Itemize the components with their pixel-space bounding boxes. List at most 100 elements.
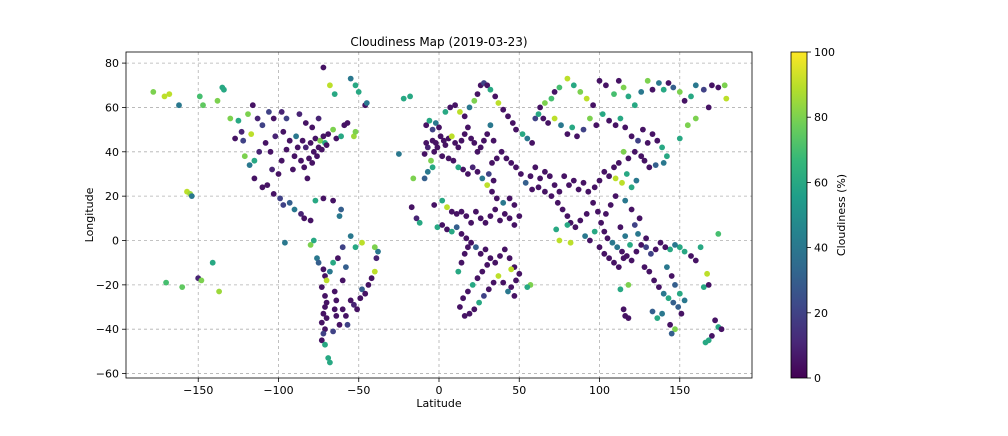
scatter-point — [428, 157, 434, 164]
scatter-point — [238, 128, 245, 135]
scatter-point — [371, 268, 378, 275]
scatter-point — [631, 148, 638, 155]
scatter-point — [463, 213, 470, 220]
scatter-point — [429, 126, 436, 133]
scatter-point — [537, 104, 543, 111]
scatter-point — [651, 277, 657, 284]
scatter-point — [325, 131, 332, 138]
scatter-point — [209, 259, 216, 266]
scatter-point — [585, 188, 592, 195]
y-tick-label: −20 — [96, 279, 119, 292]
scatter-point — [635, 231, 641, 237]
scatter-point — [331, 306, 338, 313]
scatter-point — [333, 135, 340, 142]
scatter-point — [676, 89, 683, 95]
scatter-point — [351, 301, 357, 308]
scatter-point — [355, 89, 362, 95]
scatter-point — [569, 124, 576, 131]
scatter-point — [320, 266, 327, 273]
scatter-point — [644, 77, 651, 84]
scatter-point — [339, 244, 346, 251]
scatter-point — [668, 330, 675, 337]
scatter-point — [522, 179, 529, 186]
scatter-point — [545, 120, 551, 126]
scatter-point — [330, 126, 336, 133]
y-tick-label: −40 — [96, 323, 119, 336]
scatter-point — [477, 250, 484, 257]
scatter-point — [320, 330, 327, 337]
scatter-point — [649, 308, 656, 315]
scatter-point — [489, 188, 495, 195]
scatter-point — [511, 222, 518, 228]
scatter-point — [659, 310, 665, 317]
scatter-point — [344, 321, 351, 328]
scatter-point — [343, 313, 349, 319]
scatter-point — [325, 355, 332, 361]
scatter-point — [188, 193, 195, 200]
scatter-point — [700, 284, 707, 290]
scatter-point — [487, 86, 494, 93]
scatter-point — [323, 299, 330, 306]
scatter-point — [455, 144, 462, 151]
scatter-point — [620, 306, 627, 313]
scatter-point — [603, 211, 609, 217]
scatter-point — [331, 91, 338, 97]
scatter-point — [471, 140, 478, 146]
y-tick-label: 40 — [105, 146, 119, 159]
scatter-point — [362, 290, 369, 297]
scatter-point — [196, 93, 203, 100]
colorbar-tick-label: 40 — [814, 242, 828, 255]
scatter-point — [455, 268, 462, 275]
scatter-point — [548, 95, 555, 102]
scatter-point — [612, 193, 619, 200]
scatter-point — [468, 219, 474, 226]
scatter-point — [322, 273, 328, 279]
scatter-point — [705, 282, 712, 288]
scatter-point — [619, 179, 625, 186]
scatter-point — [309, 124, 316, 131]
scatter-point — [338, 206, 344, 213]
scatter-point — [408, 204, 415, 211]
scatter-point — [657, 239, 664, 246]
scatter-point — [442, 109, 449, 115]
scatter-point — [638, 242, 645, 248]
scatter-point — [256, 148, 263, 155]
scatter-point — [649, 131, 656, 138]
scatter-point — [474, 91, 481, 97]
scatter-point — [493, 195, 500, 202]
scatter-point — [587, 237, 593, 244]
scatter-point — [322, 341, 328, 348]
y-tick-label: 20 — [105, 190, 119, 203]
scatter-point — [681, 248, 688, 255]
scatter-point — [660, 160, 667, 166]
scatter-point — [497, 217, 503, 224]
scatter-point — [627, 242, 633, 248]
scatter-point — [200, 102, 206, 109]
scatter-point — [497, 253, 503, 259]
scatter-point — [278, 157, 285, 164]
scatter-point — [672, 282, 678, 288]
scatter-point — [567, 239, 574, 246]
scatter-point — [436, 124, 442, 131]
scatter-point — [327, 82, 333, 89]
scatter-point — [471, 306, 478, 313]
scatter-point — [590, 199, 596, 206]
scatter-point — [359, 286, 365, 293]
scatter-point — [365, 282, 372, 288]
scatter-point — [327, 359, 333, 366]
scatter-point — [453, 224, 460, 231]
scatter-point — [318, 337, 325, 344]
scatter-point — [500, 106, 507, 113]
scatter-point — [681, 97, 688, 104]
scatter-point — [434, 224, 441, 231]
scatter-point — [715, 84, 722, 91]
scatter-point — [664, 153, 670, 160]
scatter-point — [283, 146, 290, 153]
scatter-point — [482, 246, 489, 253]
scatter-point — [310, 148, 317, 155]
scatter-point — [266, 109, 272, 115]
scatter-point — [500, 199, 507, 206]
scatter-point — [280, 202, 287, 208]
scatter-point — [286, 199, 293, 206]
scatter-point — [469, 164, 476, 171]
